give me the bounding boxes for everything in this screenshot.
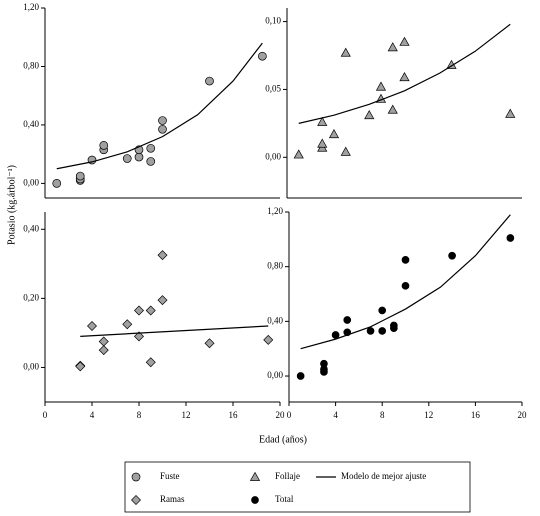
fit-line — [300, 214, 511, 350]
y-tick-label: 0,00 — [267, 370, 283, 380]
legend-marker — [131, 472, 141, 482]
point — [401, 255, 410, 264]
x-tick-label: 8 — [137, 410, 142, 420]
y-tick-label: 0,40 — [267, 315, 283, 325]
y-tick-label: 0,40 — [23, 223, 39, 233]
point — [75, 361, 86, 372]
point — [505, 108, 516, 118]
x-tick-label: 16 — [471, 410, 481, 420]
point — [204, 338, 215, 349]
point — [328, 129, 340, 139]
point — [122, 154, 132, 163]
point — [98, 336, 109, 347]
point — [145, 357, 156, 368]
y-tick-label: 0,10 — [265, 16, 281, 26]
point — [52, 179, 62, 188]
y-tick-label: 0,80 — [23, 61, 39, 71]
y-tick-label: 0,20 — [23, 292, 39, 302]
point — [401, 281, 410, 290]
y-tick-label: 0,40 — [23, 119, 39, 129]
point — [387, 42, 398, 52]
y-tick-label: 1,20 — [267, 206, 283, 216]
point — [145, 305, 156, 316]
point — [320, 359, 328, 368]
point — [134, 305, 144, 316]
legend-label: Fuste — [160, 471, 180, 481]
point — [375, 81, 387, 91]
fit-line — [80, 325, 269, 337]
legend-marker — [251, 496, 259, 504]
point — [343, 316, 352, 324]
point — [366, 327, 375, 335]
point — [390, 321, 398, 330]
point — [387, 104, 398, 114]
legend-label: Ramas — [160, 494, 185, 504]
point — [134, 152, 144, 162]
point — [317, 138, 328, 148]
point — [122, 319, 133, 330]
x-tick-label: 0 — [287, 410, 292, 420]
legend-label: Modelo de mejor ajuste — [341, 471, 426, 481]
point — [340, 47, 351, 57]
point — [75, 171, 85, 181]
legend-marker — [249, 471, 261, 481]
x-tick-label: 16 — [229, 410, 239, 420]
x-tick-label: 8 — [380, 410, 385, 420]
x-axis-label: Edad (años) — [259, 434, 307, 445]
point — [293, 149, 304, 159]
point — [263, 334, 274, 345]
point — [146, 143, 156, 153]
y-tick-label: 0,80 — [267, 261, 283, 271]
point — [378, 327, 387, 335]
y-tick-label: 0,05 — [265, 83, 281, 93]
legend-label: Total — [275, 494, 294, 504]
point — [158, 116, 167, 125]
legend-marker — [131, 495, 141, 505]
point — [134, 331, 144, 342]
x-tick-label: 12 — [182, 410, 191, 420]
point — [296, 372, 305, 380]
x-tick-label: 12 — [424, 410, 433, 420]
x-tick-label: 4 — [90, 410, 95, 420]
point — [87, 321, 97, 331]
y-tick-label: 0,00 — [23, 362, 39, 372]
point — [399, 36, 410, 46]
point — [448, 251, 456, 260]
point — [98, 345, 109, 356]
point — [340, 146, 351, 156]
legend-box — [124, 461, 471, 513]
point — [146, 157, 156, 166]
point — [378, 306, 387, 315]
y-axis-label: Potasio (kg.árbol⁻¹) — [6, 165, 17, 245]
point — [258, 51, 267, 61]
point — [317, 116, 328, 126]
point — [158, 124, 167, 134]
x-tick-label: 20 — [518, 410, 528, 420]
point — [157, 295, 168, 306]
point — [399, 72, 410, 82]
fit-line — [298, 23, 511, 124]
fit-line — [56, 42, 263, 170]
point — [331, 331, 340, 339]
x-tick-label: 0 — [43, 410, 48, 420]
point — [205, 76, 214, 86]
x-tick-label: 20 — [276, 410, 286, 420]
point — [506, 234, 515, 242]
point — [99, 141, 109, 150]
x-tick-label: 4 — [333, 410, 338, 420]
point — [364, 110, 375, 120]
legend-label: Follaje — [275, 471, 300, 481]
y-tick-label: 1,20 — [23, 2, 39, 12]
y-tick-label: 0,00 — [265, 151, 281, 161]
y-tick-label: 0,00 — [23, 177, 39, 187]
point — [157, 250, 168, 261]
